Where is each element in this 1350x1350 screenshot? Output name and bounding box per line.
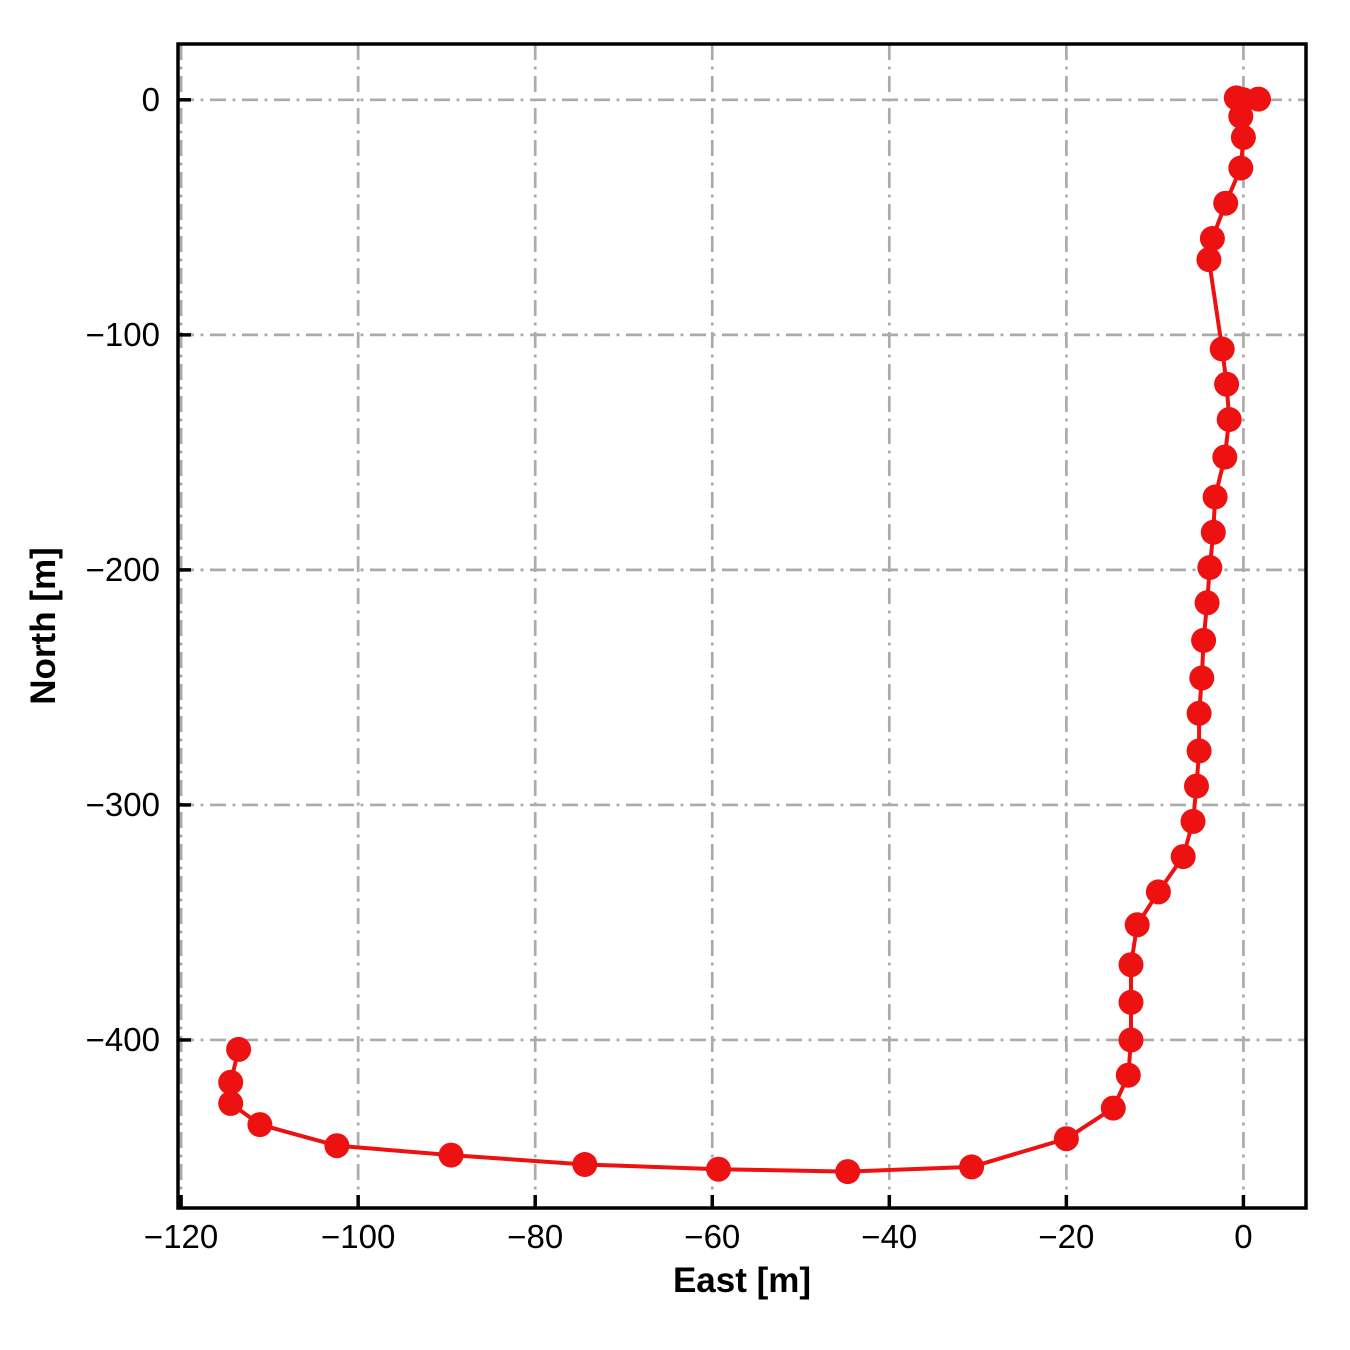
data-point-marker (1191, 627, 1217, 653)
trajectory-series (218, 85, 1271, 1185)
data-point-marker (1200, 519, 1226, 545)
data-point-marker (1184, 773, 1209, 799)
x-axis-label: East [m] (673, 1261, 811, 1300)
data-point-marker (218, 1090, 244, 1116)
data-point-marker (1186, 700, 1212, 726)
data-point-marker (1118, 989, 1144, 1015)
data-point-marker (1209, 336, 1235, 362)
x-tick-label: −60 (684, 1218, 740, 1255)
data-point-marker (1115, 1062, 1141, 1088)
data-point-marker (959, 1154, 985, 1180)
data-point-marker (835, 1159, 861, 1185)
data-point-marker (1228, 103, 1254, 129)
data-point-marker (706, 1156, 731, 1182)
data-point-marker (1180, 808, 1206, 834)
data-point-marker (1118, 1027, 1144, 1053)
data-point-marker (1100, 1095, 1126, 1121)
x-tick-label: −120 (144, 1218, 218, 1255)
x-tick-label: −20 (1038, 1218, 1094, 1255)
data-point-marker (438, 1142, 464, 1168)
y-axis-label: North [m] (24, 547, 63, 704)
y-tick-label: 0 (142, 81, 160, 118)
data-point-marker (1214, 371, 1240, 397)
y-tick-label: −200 (86, 551, 160, 588)
data-point-marker (1186, 738, 1212, 764)
data-point-marker (1216, 407, 1242, 432)
plot-frame (176, 42, 1308, 1210)
data-point-marker (324, 1133, 350, 1159)
data-point-marker (1246, 86, 1271, 112)
x-tick-label: −40 (861, 1218, 917, 1255)
data-point-marker (1228, 155, 1254, 181)
data-point-marker (1194, 590, 1220, 616)
y-tick-label: −100 (86, 316, 160, 353)
data-point-marker (572, 1152, 598, 1177)
data-point-marker (1053, 1126, 1079, 1152)
data-point-marker (1145, 879, 1171, 905)
data-point-marker (1196, 247, 1222, 273)
data-point-marker (1189, 665, 1215, 691)
data-point-marker (1212, 444, 1238, 470)
data-point-marker (1199, 226, 1225, 251)
x-tick-label: −100 (321, 1218, 395, 1255)
grid-layer (178, 44, 1306, 1208)
axes-layer (176, 42, 1308, 1210)
y-tick-label: −400 (86, 1021, 160, 1058)
data-point-marker (1202, 484, 1228, 510)
data-point-marker (1170, 844, 1196, 870)
data-point-marker (1197, 555, 1223, 580)
data-point-marker (226, 1036, 252, 1062)
data-point-marker (218, 1069, 244, 1095)
data-point-marker (1213, 190, 1239, 216)
data-point-marker (1230, 124, 1256, 150)
x-tick-label: −80 (507, 1218, 563, 1255)
x-tick-label: 0 (1234, 1218, 1252, 1255)
y-tick-label: −300 (86, 786, 160, 823)
data-point-marker (1124, 912, 1150, 938)
data-point-marker (247, 1112, 273, 1138)
data-point-marker (1118, 952, 1144, 978)
trajectory-line (228, 95, 1261, 1174)
